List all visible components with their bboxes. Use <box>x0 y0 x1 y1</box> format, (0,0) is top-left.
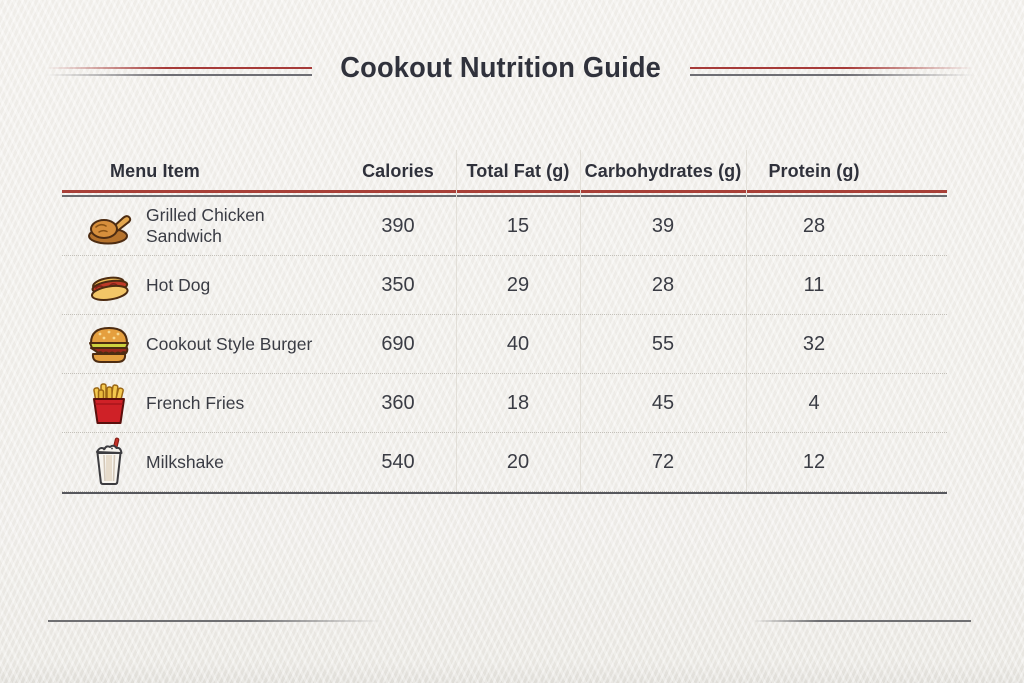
protein-value: 32 <box>802 332 826 355</box>
column-divider <box>456 150 457 492</box>
header-rule <box>62 190 947 197</box>
milkshake-icon <box>84 437 134 485</box>
menu-item-label: French Fries <box>146 392 245 413</box>
protein-value: 4 <box>808 391 820 414</box>
page-title: Cookout Nutrition Guide <box>340 51 662 84</box>
title-rule-right <box>689 67 974 77</box>
calories-value: 690 <box>381 332 415 355</box>
footer-rule-right <box>753 620 971 622</box>
nutrition-table: Menu Item Calories Total Fat (g) Carbohy… <box>62 150 947 494</box>
menu-item-label: Grilled Chicken Sandwich <box>146 205 265 246</box>
total-fat-value: 40 <box>506 332 530 355</box>
carbohydrates-value: 28 <box>651 273 675 296</box>
carbohydrates-value: 45 <box>651 391 675 414</box>
title-rule-left <box>46 67 313 77</box>
calories-value: 350 <box>381 273 415 296</box>
protein-value: 11 <box>803 273 825 296</box>
roast-chicken-icon <box>84 203 134 249</box>
protein-value: 12 <box>802 450 826 473</box>
carbohydrates-value: 72 <box>651 450 675 473</box>
header-carbohydrates: Carbohydrates (g) <box>584 161 742 181</box>
calories-value: 360 <box>381 391 415 414</box>
calories-value: 390 <box>381 214 415 237</box>
menu-item-label: Milkshake <box>146 451 224 472</box>
footer-rule-left <box>48 620 382 622</box>
header-total-fat: Total Fat (g) <box>466 161 570 181</box>
table-row: Hot Dog 350 29 28 11 <box>62 256 947 315</box>
column-divider <box>746 150 747 492</box>
table-row: French Fries 360 18 45 4 <box>62 374 947 433</box>
total-fat-value: 20 <box>506 450 530 473</box>
header-menu-item: Menu Item <box>110 161 200 181</box>
carbohydrates-value: 39 <box>651 214 675 237</box>
table-header-row: Menu Item Calories Total Fat (g) Carbohy… <box>62 150 947 190</box>
total-fat-value: 18 <box>506 391 530 414</box>
header-calories: Calories <box>362 161 434 181</box>
protein-value: 28 <box>802 214 826 237</box>
carbohydrates-value: 55 <box>651 332 675 355</box>
title-band: Cookout Nutrition Guide <box>46 42 974 94</box>
table-bottom-rule <box>62 492 947 494</box>
total-fat-value: 29 <box>506 273 530 296</box>
hot-dog-icon <box>84 262 134 308</box>
burger-icon <box>84 321 134 367</box>
column-divider <box>580 150 581 492</box>
french-fries-icon <box>84 380 134 426</box>
table-row: Grilled Chicken Sandwich 390 15 39 28 <box>62 197 947 256</box>
total-fat-value: 15 <box>506 214 530 237</box>
calories-value: 540 <box>381 450 415 473</box>
table-row: Milkshake 540 20 72 12 <box>62 433 947 492</box>
menu-item-label: Hot Dog <box>146 274 211 295</box>
header-protein: Protein (g) <box>768 161 860 181</box>
table-row: Cookout Style Burger 690 40 55 32 <box>62 315 947 374</box>
menu-item-label: Cookout Style Burger <box>146 333 313 354</box>
